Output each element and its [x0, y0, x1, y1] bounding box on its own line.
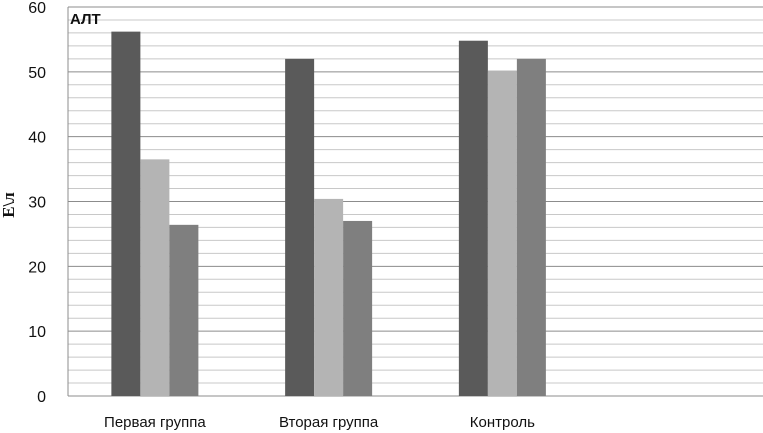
bar	[343, 220, 373, 396]
bar	[111, 31, 141, 397]
bar	[516, 58, 546, 396]
x-category-label: Вторая группа	[279, 414, 379, 431]
bars	[111, 31, 546, 397]
y-tick-label: 60	[28, 0, 46, 17]
y-axis-label: Е\л	[0, 192, 18, 218]
x-axis-categories: Первая группа Вторая группа Контроль	[104, 414, 535, 431]
x-category-label: Контроль	[470, 414, 535, 431]
bar	[285, 58, 315, 396]
bar	[140, 159, 170, 396]
chart-title: АЛТ	[70, 11, 101, 28]
bar	[487, 70, 517, 396]
y-axis-ticks: 0 10 20 30 40 50 60	[28, 0, 46, 406]
x-category-label: Первая группа	[104, 414, 206, 431]
y-tick-label: 50	[28, 65, 46, 82]
bar	[458, 40, 488, 397]
bar	[169, 224, 199, 396]
y-tick-label: 30	[28, 195, 46, 212]
y-tick-label: 10	[28, 324, 46, 341]
y-tick-label: 20	[28, 259, 46, 276]
y-tick-label: 0	[37, 389, 46, 406]
bar	[314, 198, 344, 396]
y-tick-label: 40	[28, 130, 46, 147]
